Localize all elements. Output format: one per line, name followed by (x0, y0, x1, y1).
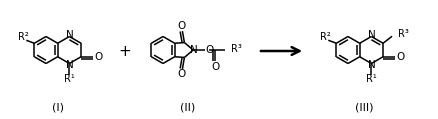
Text: R³: R³ (231, 44, 242, 54)
Text: O: O (396, 52, 405, 62)
Text: N: N (367, 60, 375, 70)
Text: O: O (211, 62, 219, 72)
Text: (II): (II) (180, 103, 195, 113)
Text: R²: R² (18, 32, 28, 42)
Text: O: O (177, 69, 186, 79)
Text: (I): (I) (52, 103, 64, 113)
Text: +: + (119, 44, 131, 59)
Text: R³: R³ (398, 29, 409, 39)
Text: (III): (III) (356, 103, 374, 113)
Text: O: O (95, 52, 103, 62)
Text: O: O (177, 21, 186, 31)
Text: R¹: R¹ (366, 74, 377, 84)
Text: N: N (191, 45, 198, 55)
Text: N: N (367, 30, 375, 40)
Text: N: N (66, 60, 73, 70)
Text: N: N (66, 30, 73, 40)
Text: R²: R² (320, 32, 331, 42)
Text: R¹: R¹ (64, 74, 75, 84)
Text: O: O (205, 45, 213, 55)
